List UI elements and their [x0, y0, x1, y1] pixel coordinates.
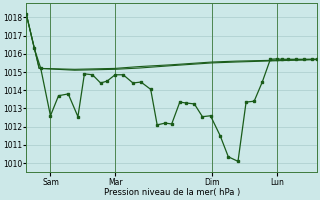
X-axis label: Pression niveau de la mer( hPa ): Pression niveau de la mer( hPa ) [104, 188, 240, 197]
